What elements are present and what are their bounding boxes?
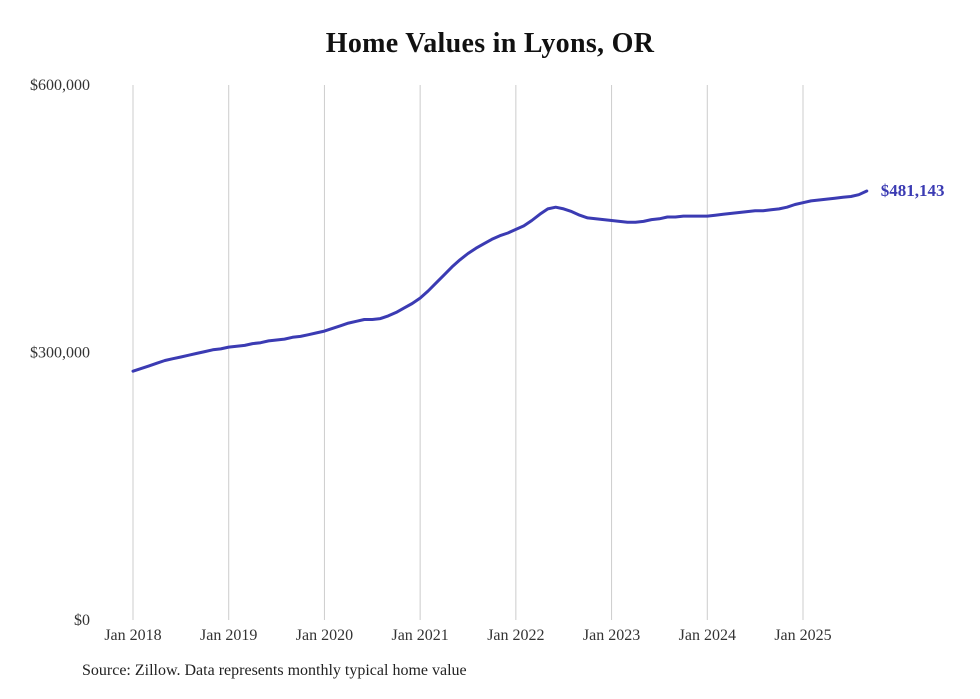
x-tick-label: Jan 2024 bbox=[679, 627, 736, 644]
home-value-line bbox=[131, 189, 869, 373]
source-note: Source: Zillow. Data represents monthly … bbox=[82, 662, 467, 679]
x-tick-label: Jan 2022 bbox=[487, 627, 544, 644]
x-tick-label: Jan 2023 bbox=[583, 627, 640, 644]
y-tick-label: $0 bbox=[74, 612, 90, 629]
current-value-label: $481,143 bbox=[881, 181, 945, 200]
x-tick-label: Jan 2019 bbox=[200, 627, 257, 644]
x-tick-label: Jan 2021 bbox=[391, 627, 448, 644]
x-tick-label: Jan 2020 bbox=[296, 627, 353, 644]
chart-title: Home Values in Lyons, OR bbox=[325, 28, 655, 59]
y-tick-label: $600,000 bbox=[30, 77, 90, 94]
y-tick-label: $300,000 bbox=[30, 345, 90, 362]
x-tick-label: Jan 2025 bbox=[774, 627, 831, 644]
x-tick-label: Jan 2018 bbox=[104, 627, 161, 644]
